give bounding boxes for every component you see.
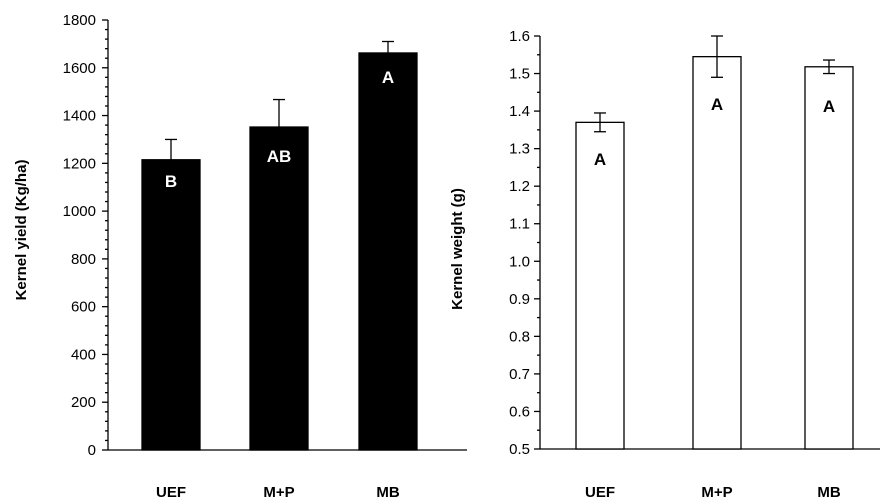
y-tick-label: 1.2 <box>509 178 530 195</box>
bar-significance-label: AB <box>267 147 292 166</box>
bar-significance-label: A <box>823 97 835 116</box>
y-tick-label: 0.6 <box>509 403 530 420</box>
y-tick-label: 1200 <box>63 155 96 172</box>
kernel-weight-chart: 0.5 0.6 0.7 0.8 0.9 1.0 1.1 1.2 1.3 1.4 1.5 1.6 Kern… <box>449 28 880 501</box>
y-tick-label: 1.4 <box>509 103 530 120</box>
y-tick-label: 0.5 <box>509 441 530 458</box>
bar-significance-label: A <box>594 150 606 169</box>
y-tick-label: 1.6 <box>509 28 530 45</box>
bar <box>141 159 201 451</box>
x-category-label: UEF <box>156 484 186 501</box>
y-tick-label: 800 <box>71 251 96 268</box>
x-category-label: M+P <box>701 484 732 501</box>
y-tick-label: 1.3 <box>509 141 530 158</box>
bar <box>692 56 742 450</box>
bar-significance-label: B <box>165 172 177 191</box>
y-tick-label: 0.7 <box>509 366 530 383</box>
kernel-yield-chart: 0 200 400 600 800 1000 1200 1400 1600 1800 Kernel … <box>13 12 467 501</box>
bar <box>358 52 418 451</box>
y-tick-label: 200 <box>71 394 96 411</box>
y-tick-label: 0.8 <box>509 328 530 345</box>
bar <box>804 66 854 450</box>
bar <box>575 121 625 450</box>
bar-significance-label: A <box>711 95 723 114</box>
y-tick-label: 1600 <box>63 60 96 77</box>
x-category-label: M+P <box>263 484 294 501</box>
x-category-label: UEF <box>585 484 615 501</box>
y-tick-label: 1.5 <box>509 66 530 83</box>
x-category-label: MB <box>376 484 399 501</box>
bar <box>249 126 309 451</box>
y-tick-label: 1800 <box>63 12 96 29</box>
y-tick-label: 0 <box>88 442 96 459</box>
bar-significance-label: A <box>382 68 394 87</box>
y-tick-label: 0.9 <box>509 291 530 308</box>
y-tick-label: 400 <box>71 346 96 363</box>
x-category-label: MB <box>817 484 840 501</box>
y-axis-label: Kernel yield (Kg/ha) <box>13 160 30 301</box>
y-tick-label: 1.0 <box>509 253 530 270</box>
y-tick-label: 1400 <box>63 108 96 125</box>
y-tick-label: 1000 <box>63 203 96 220</box>
y-tick-label: 1.1 <box>509 216 530 233</box>
y-tick-label: 600 <box>71 299 96 316</box>
y-axis-label: Kernel weight (g) <box>449 188 466 310</box>
